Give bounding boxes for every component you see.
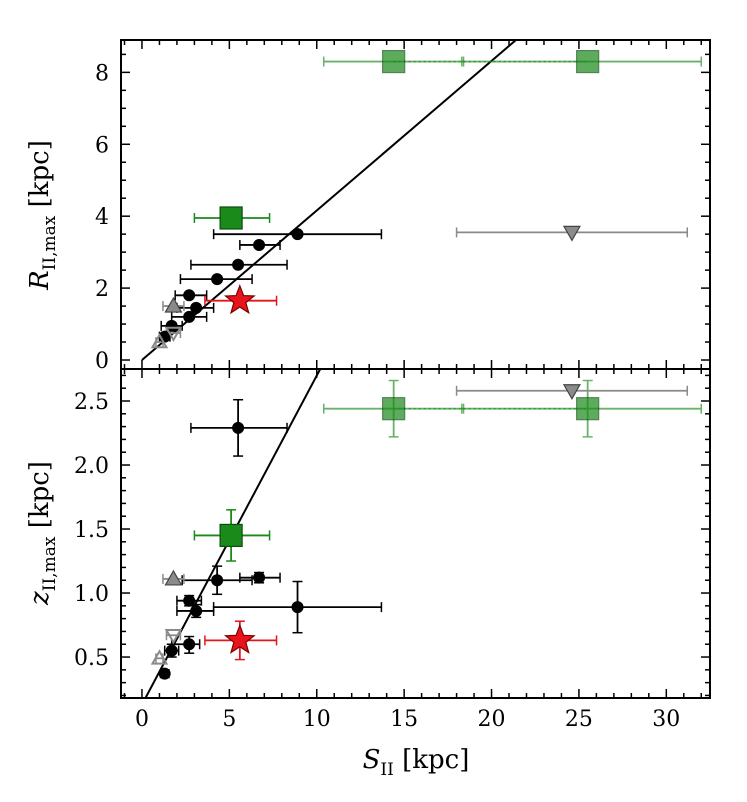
- x-tick-label: 15: [390, 707, 418, 732]
- data-point-triangle-down: [562, 225, 581, 242]
- data-point-circle: [232, 421, 245, 434]
- data-point-open-triangle-down: [164, 326, 183, 343]
- panel-top: 0 2 4 6 8: [95, 39, 711, 374]
- x-axis-label: SII [kpc]: [363, 745, 470, 780]
- data-point-circle: [291, 228, 304, 241]
- panel-bottom: 0.5 1.0 1.5 2.0 2.5 0 5 10 15 20 25 30: [74, 368, 711, 732]
- data-point-circle: [190, 604, 203, 617]
- y-axis-label-top-unit: [kpc]: [25, 140, 55, 216]
- y-tick-label: 1.5: [74, 518, 109, 543]
- data-point-circle: [183, 310, 196, 323]
- data-point-square: [382, 397, 406, 421]
- data-point-circle: [211, 574, 224, 587]
- data-point-square: [576, 49, 600, 74]
- x-tick-label: 20: [478, 707, 506, 732]
- data-point-open-triangle-up: [150, 649, 169, 665]
- y-tick-label: 0: [95, 349, 109, 374]
- y-tick-label: 0.5: [74, 646, 109, 671]
- y-axis-label-top: RII,max [kpc]: [25, 140, 60, 291]
- data-point-square: [576, 397, 600, 421]
- x-axis-label-sub: II: [380, 760, 393, 780]
- x-axis-label-main: S: [363, 745, 381, 775]
- y-tick-label: 4: [95, 205, 109, 230]
- y-axis-label-top-main: R: [25, 270, 55, 291]
- panel-frame: [120, 368, 711, 699]
- y-tick-label: 1.0: [74, 582, 109, 607]
- plot-area: [141, 40, 703, 361]
- data-point-circle: [291, 601, 304, 614]
- data-point-square: [382, 49, 406, 74]
- y-axis-label-top-sub: II,max: [40, 215, 60, 270]
- data-point-triangle-down: [562, 384, 581, 400]
- data-point-square: [219, 206, 243, 230]
- data-point-circle: [165, 644, 178, 657]
- data-point-triangle-up: [164, 296, 183, 313]
- data-point-open-triangle-down: [164, 629, 183, 645]
- x-tick-label: 10: [303, 707, 331, 732]
- y-tick-label: 6: [95, 133, 109, 158]
- data-point-circle: [158, 667, 171, 680]
- data-point-circle: [190, 301, 203, 314]
- y-axis-label-bottom-sub: II,max: [40, 536, 60, 591]
- x-axis-label-unit: [kpc]: [394, 745, 470, 775]
- y-tick-label: 2.0: [74, 454, 109, 479]
- x-tick-label: 25: [565, 707, 593, 732]
- data-point-open-triangle-up: [150, 333, 169, 349]
- data-point-circle: [183, 638, 196, 651]
- data-point-triangle-up: [164, 569, 183, 586]
- y-tick-label: 8: [95, 61, 109, 86]
- x-tick-label: 30: [652, 707, 680, 732]
- fit-line: [141, 40, 517, 361]
- data-point-square: [219, 523, 243, 548]
- data-point-circle: [183, 289, 196, 302]
- x-tick-label: 0: [135, 707, 149, 732]
- plot-area: [144, 369, 703, 698]
- data-point-circle: [232, 258, 245, 271]
- data-point-star: [223, 623, 256, 654]
- y-axis-label-bottom: zII,max [kpc]: [25, 461, 60, 606]
- data-point-circle: [253, 571, 266, 584]
- y-axis-label-bottom-main: z: [25, 591, 55, 606]
- y-tick-label: 2: [95, 277, 109, 302]
- data-point-circle: [183, 594, 196, 607]
- data-point-circle: [211, 273, 224, 286]
- x-tick-label: 5: [222, 707, 236, 732]
- data-point-star: [223, 284, 256, 315]
- y-tick-label: 2.5: [74, 390, 109, 415]
- data-point-circle: [253, 238, 266, 251]
- y-axis-label-bottom-unit: [kpc]: [25, 461, 55, 537]
